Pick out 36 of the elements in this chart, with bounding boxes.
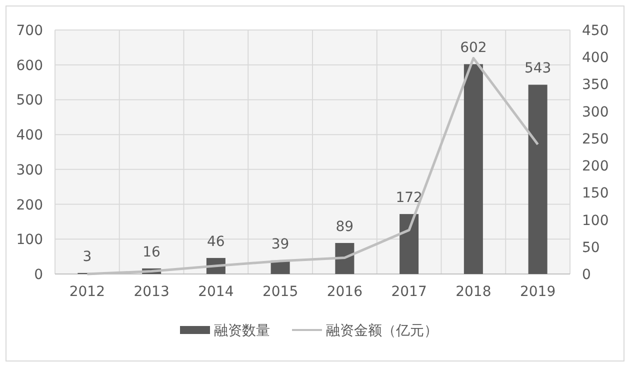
y2-tick-label: 50 [582,240,600,256]
x-tick-label: 2016 [326,284,363,300]
text: 39 [271,236,290,252]
text: 89 [336,218,354,235]
y2-tick-label: 300 [582,104,609,120]
y2-tick-label: 100 [582,212,609,229]
y-tick-label: 300 [16,162,43,178]
text: 602 [460,40,487,56]
y-tick-label: 700 [16,23,43,39]
x-tick-label: 2013 [134,284,170,300]
y-tick-label: 100 [16,232,43,248]
y2-tick-label: 350 [582,77,609,94]
y2-tick-label: 450 [582,23,609,39]
x-tick-label: 2014 [198,284,234,300]
text: 16 [142,244,160,260]
y2-tick-label: 400 [582,50,609,66]
y-tick-label: 200 [16,197,43,214]
y2-tick-label: 250 [582,131,609,148]
y2-tick-label: 200 [582,158,609,175]
legend-label: 融资数量 [214,323,270,339]
x-tick-label: 2012 [69,284,106,300]
text: 3 [82,248,92,265]
text: 172 [396,190,422,206]
y-tick-label: 400 [16,128,43,144]
y2-tick-label: 150 [582,186,609,202]
x-tick-label: 2018 [456,284,492,300]
legend-label: 融资金额（亿元） [326,323,438,339]
text: 46 [207,234,225,250]
text: 543 [524,60,552,77]
y-tick-label: 0 [34,267,43,283]
x-tick-label: 2015 [262,284,298,300]
x-tick-label: 2017 [391,284,427,300]
y2-tick-label: 0 [582,267,591,283]
y-tick-label: 600 [16,58,43,74]
x-tick-label: 2019 [520,284,556,300]
y-tick-label: 500 [16,92,43,109]
